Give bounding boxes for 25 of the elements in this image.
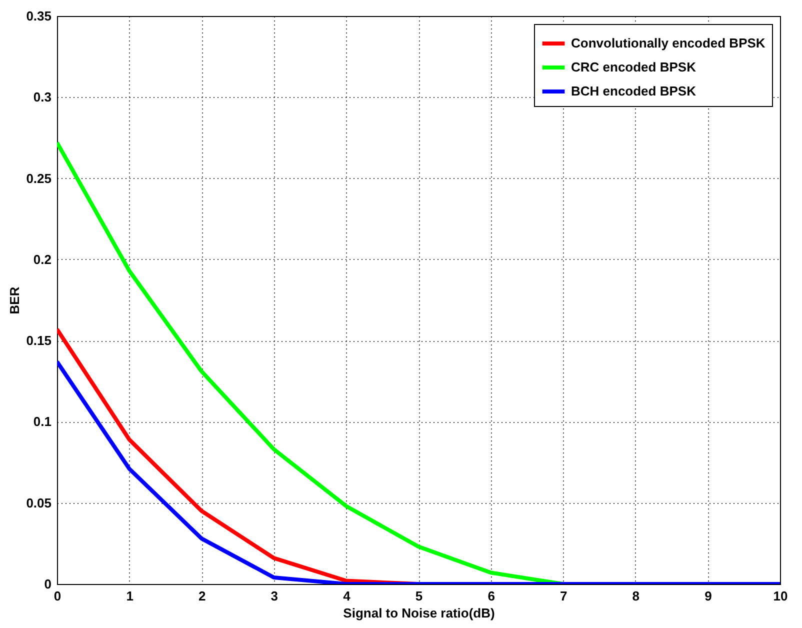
y-tick-label: 0.2 [33,252,52,267]
x-tick-label: 8 [632,588,640,604]
x-tick-label: 7 [560,588,568,604]
x-tick-label: 4 [343,588,352,604]
legend-label: Convolutionally encoded BPSK [571,36,766,50]
y-tick-label: 0.25 [26,170,52,186]
y-tick-label: 0.15 [26,333,52,348]
legend-label: BCH encoded BPSK [571,84,697,98]
x-tick-label: 1 [126,588,134,604]
x-tick-label: 2 [198,588,206,604]
y-tick-label: 0.1 [33,414,52,430]
x-tick-label: 10 [773,588,788,604]
y-tick-label: 0 [44,576,52,592]
y-axis-title: BER [7,286,22,314]
line-series [57,360,780,584]
x-tick-label: 5 [415,588,423,604]
x-tick-label: 6 [488,588,495,604]
x-tick-label: 3 [270,588,278,604]
legend-label: CRC encoded BPSK [571,60,697,74]
x-tick-label: 0 [54,588,62,604]
y-tick-label: 0.3 [33,90,52,105]
x-axis-title: Signal to Noise ratio(dB) [343,606,495,620]
x-tick-label: 9 [704,588,712,604]
y-tick-label: 0.05 [26,495,52,510]
y-tick-label: 0.35 [26,8,52,24]
